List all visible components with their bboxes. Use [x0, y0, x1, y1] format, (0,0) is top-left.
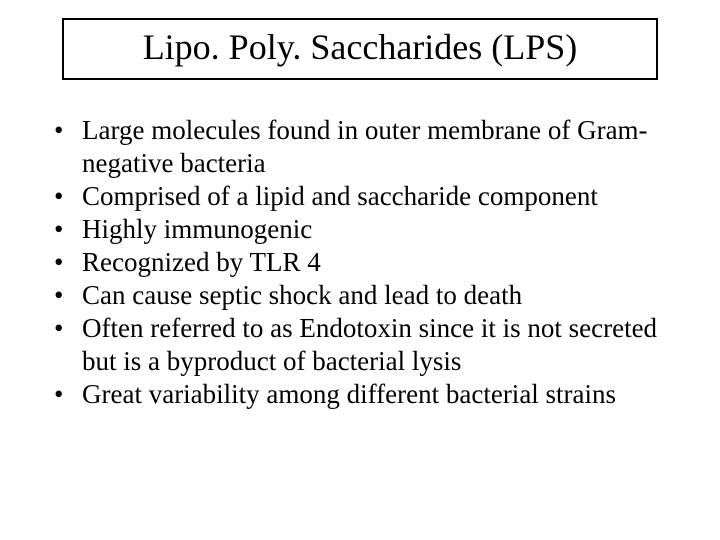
bullet-text: Comprised of a lipid and saccharide comp…: [82, 181, 598, 211]
list-item: Large molecules found in outer membrane …: [44, 114, 686, 180]
bullet-list: Large molecules found in outer membrane …: [44, 114, 686, 410]
bullet-text: Recognized by TLR 4: [82, 247, 321, 277]
bullet-text: Great variability among different bacter…: [82, 379, 616, 409]
list-item: Recognized by TLR 4: [44, 246, 686, 279]
bullet-text: Can cause septic shock and lead to death: [82, 280, 522, 310]
slide-title: Lipo. Poly. Saccharides (LPS): [143, 27, 578, 67]
list-item: Highly immunogenic: [44, 213, 686, 246]
bullet-text: Highly immunogenic: [82, 214, 312, 244]
bullet-text: Large molecules found in outer membrane …: [82, 115, 648, 178]
slide-title-box: Lipo. Poly. Saccharides (LPS): [62, 18, 658, 80]
list-item: Often referred to as Endotoxin since it …: [44, 312, 686, 378]
list-item: Great variability among different bacter…: [44, 378, 686, 411]
list-item: Comprised of a lipid and saccharide comp…: [44, 180, 686, 213]
list-item: Can cause septic shock and lead to death: [44, 279, 686, 312]
bullet-text: Often referred to as Endotoxin since it …: [82, 313, 657, 376]
